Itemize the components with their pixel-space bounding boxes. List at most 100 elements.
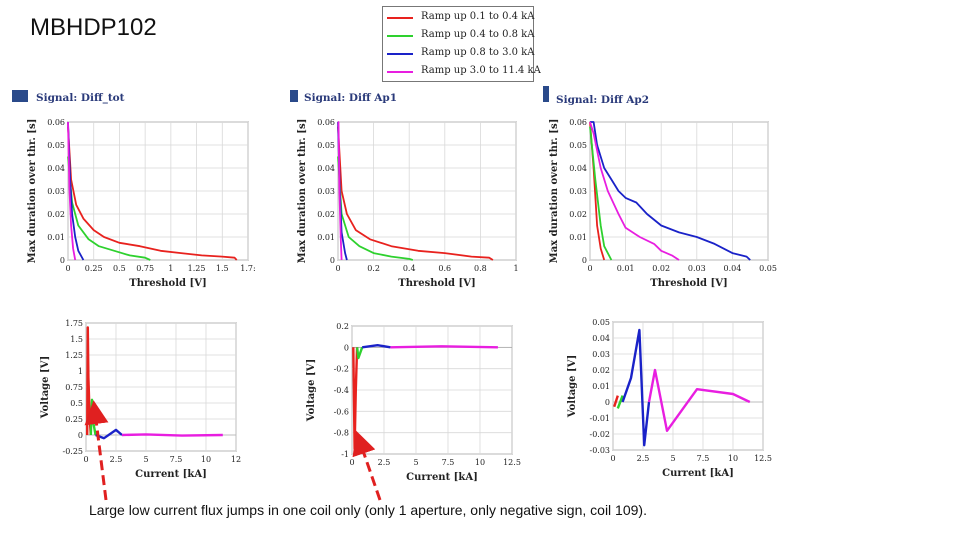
data-series	[589, 126, 613, 261]
x-tick-label: 0.25	[85, 264, 103, 273]
legend-swatch-blue	[387, 53, 413, 55]
x-tick-label: 0.04	[723, 264, 741, 273]
y-tick-label: -1	[341, 450, 349, 459]
data-series	[362, 344, 391, 349]
y-tick-label: 0.03	[569, 187, 587, 196]
data-series	[67, 121, 77, 261]
x-axis-title: Current [kA]	[662, 468, 734, 479]
y-tick-label: 0	[330, 256, 335, 265]
panel-title-diff-tot: Signal: Diff_tot	[36, 92, 125, 104]
x-tick-label: 10	[475, 458, 485, 467]
x-tick-label: 12.5	[503, 458, 521, 467]
panel-title-diff-ap1: Signal: Diff Ap1	[304, 92, 398, 104]
y-tick-label: -0.2	[334, 365, 349, 374]
y-tick-label: 0.03	[592, 350, 610, 359]
y-tick-label: 1.25	[65, 351, 83, 360]
x-tick-label: 5	[413, 458, 418, 467]
legend-item: Ramp up 0.8 to 3.0 kA	[387, 45, 535, 63]
y-tick-label: 1.5	[70, 335, 83, 344]
legend-item: Ramp up 0.1 to 0.4 kA	[387, 9, 535, 27]
x-tick-label: 5	[670, 454, 675, 463]
y-tick-label: 0	[344, 343, 349, 352]
x-tick-label: 12.5	[754, 454, 772, 463]
data-series	[647, 368, 751, 432]
x-tick-label: 0	[65, 264, 70, 273]
annotation-arrow-1	[84, 400, 109, 501]
y-tick-label: 0.01	[47, 233, 65, 242]
x-tick-label: 0	[587, 264, 592, 273]
x-axis-title: Threshold [V]	[129, 278, 206, 289]
y-tick-label: 0.06	[317, 118, 335, 127]
x-tick-label: 2.5	[110, 455, 123, 464]
slide-title: MBHDP102	[30, 14, 157, 41]
x-tick-label: 1	[168, 264, 173, 273]
x-tick-label: 0.6	[438, 264, 451, 273]
legend-label: Ramp up 0.1 to 0.4 kA	[421, 11, 535, 22]
y-axis-title: Max duration over thr. [s]	[297, 119, 308, 264]
panel-logo-icon	[290, 90, 298, 102]
y-tick-label: 0.01	[569, 233, 587, 242]
x-tick-label: 0.02	[652, 264, 670, 273]
y-tick-label: 0.04	[569, 164, 587, 173]
y-axis-title: Voltage [V]	[40, 356, 51, 419]
x-tick-label: 0	[349, 458, 354, 467]
x-tick-label: 0	[610, 454, 615, 463]
y-tick-label: 0	[78, 431, 83, 440]
y-tick-label: 0.04	[317, 164, 335, 173]
x-tick-label: 1.7:	[240, 264, 255, 273]
x-tick-label: 5	[143, 455, 148, 464]
x-tick-label: 1	[513, 264, 518, 273]
legend-label: Ramp up 0.4 to 0.8 kA	[421, 29, 535, 40]
y-tick-label: 0.2	[336, 322, 349, 331]
data-series	[613, 395, 619, 408]
y-tick-label: 0	[60, 256, 65, 265]
annotation-arrow-2	[352, 430, 382, 501]
x-tick-label: 0.05	[759, 264, 777, 273]
y-tick-label: 0.05	[592, 318, 610, 327]
panel-title-diff-ap2: Signal: Diff Ap2	[556, 94, 650, 106]
data-series	[355, 346, 364, 360]
data-series	[67, 126, 238, 261]
x-tick-label: 10	[728, 454, 738, 463]
x-axis-title: Current [kA]	[135, 469, 207, 480]
legend-label: Ramp up 0.8 to 3.0 kA	[421, 47, 535, 58]
panel-logo-icon	[12, 90, 28, 102]
y-tick-label: 0.02	[317, 210, 335, 219]
data-series	[390, 345, 498, 349]
x-axis-title: Current [kA]	[406, 472, 478, 483]
legend-item: Ramp up 0.4 to 0.8 kA	[387, 27, 535, 45]
y-tick-label: 0.02	[47, 210, 65, 219]
y-tick-label: 1.75	[65, 319, 83, 328]
legend-item: Ramp up 3.0 to 11.4 kA	[387, 63, 541, 81]
y-tick-label: -0.02	[589, 430, 610, 439]
x-tick-label: 1.25	[188, 264, 206, 273]
y-tick-label: -0.01	[589, 414, 610, 423]
legend-swatch-green	[387, 35, 413, 37]
x-axis-title: Threshold [V]	[398, 278, 475, 289]
y-tick-label: 0.02	[592, 366, 610, 375]
x-tick-label: 0	[335, 264, 340, 273]
legend-label: Ramp up 3.0 to 11.4 kA	[421, 65, 541, 76]
x-tick-label: 0	[83, 455, 88, 464]
y-tick-label: 0.25	[65, 415, 83, 424]
y-tick-label: -0.4	[334, 386, 349, 395]
x-axis-title: Threshold [V]	[650, 278, 727, 289]
y-tick-label: 0.5	[70, 399, 83, 408]
y-axis-title: Max duration over thr. [s]	[549, 119, 560, 264]
data-series	[337, 156, 414, 261]
y-tick-label: 0.05	[47, 141, 65, 150]
y-tick-label: 0.06	[47, 118, 65, 127]
legend-swatch-red	[387, 17, 413, 19]
x-tick-label: 1.5	[216, 264, 229, 273]
data-series	[352, 347, 359, 450]
y-axis-title: Voltage [V]	[567, 355, 578, 418]
y-tick-label: 0	[605, 398, 610, 407]
x-tick-label: 0.01	[617, 264, 635, 273]
x-tick-label: 2.5	[637, 454, 650, 463]
x-tick-label: 0.75	[136, 264, 154, 273]
x-tick-label: 0.03	[688, 264, 706, 273]
data-series	[67, 156, 151, 261]
